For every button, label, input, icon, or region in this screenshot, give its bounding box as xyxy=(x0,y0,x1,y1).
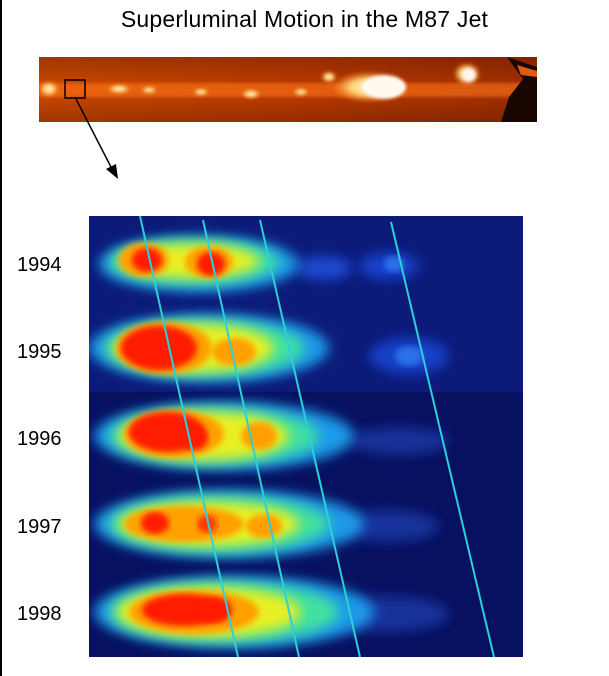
zoom-arrow xyxy=(75,98,118,179)
year-label-1997: 1997 xyxy=(17,516,62,538)
jet-optical-image xyxy=(39,57,537,122)
track-line-4 xyxy=(390,221,495,657)
left-border xyxy=(0,0,2,676)
frame-1994 xyxy=(89,216,523,304)
frame-1996 xyxy=(89,392,523,480)
track-line-3 xyxy=(259,219,361,657)
motion-track-lines xyxy=(139,216,495,657)
year-label-1994: 1994 xyxy=(17,254,62,276)
track-line-1 xyxy=(139,216,239,657)
track-line-2 xyxy=(202,219,300,657)
year-label-1996: 1996 xyxy=(17,428,62,450)
frame-1998 xyxy=(89,568,523,657)
year-label-1995: 1995 xyxy=(17,341,62,363)
jet-frame-sequence xyxy=(89,216,523,657)
year-label-1998: 1998 xyxy=(17,603,62,625)
page-title: Superluminal Motion in the M87 Jet xyxy=(120,6,489,32)
frame-1997 xyxy=(89,480,523,568)
frame-1995 xyxy=(89,304,523,392)
